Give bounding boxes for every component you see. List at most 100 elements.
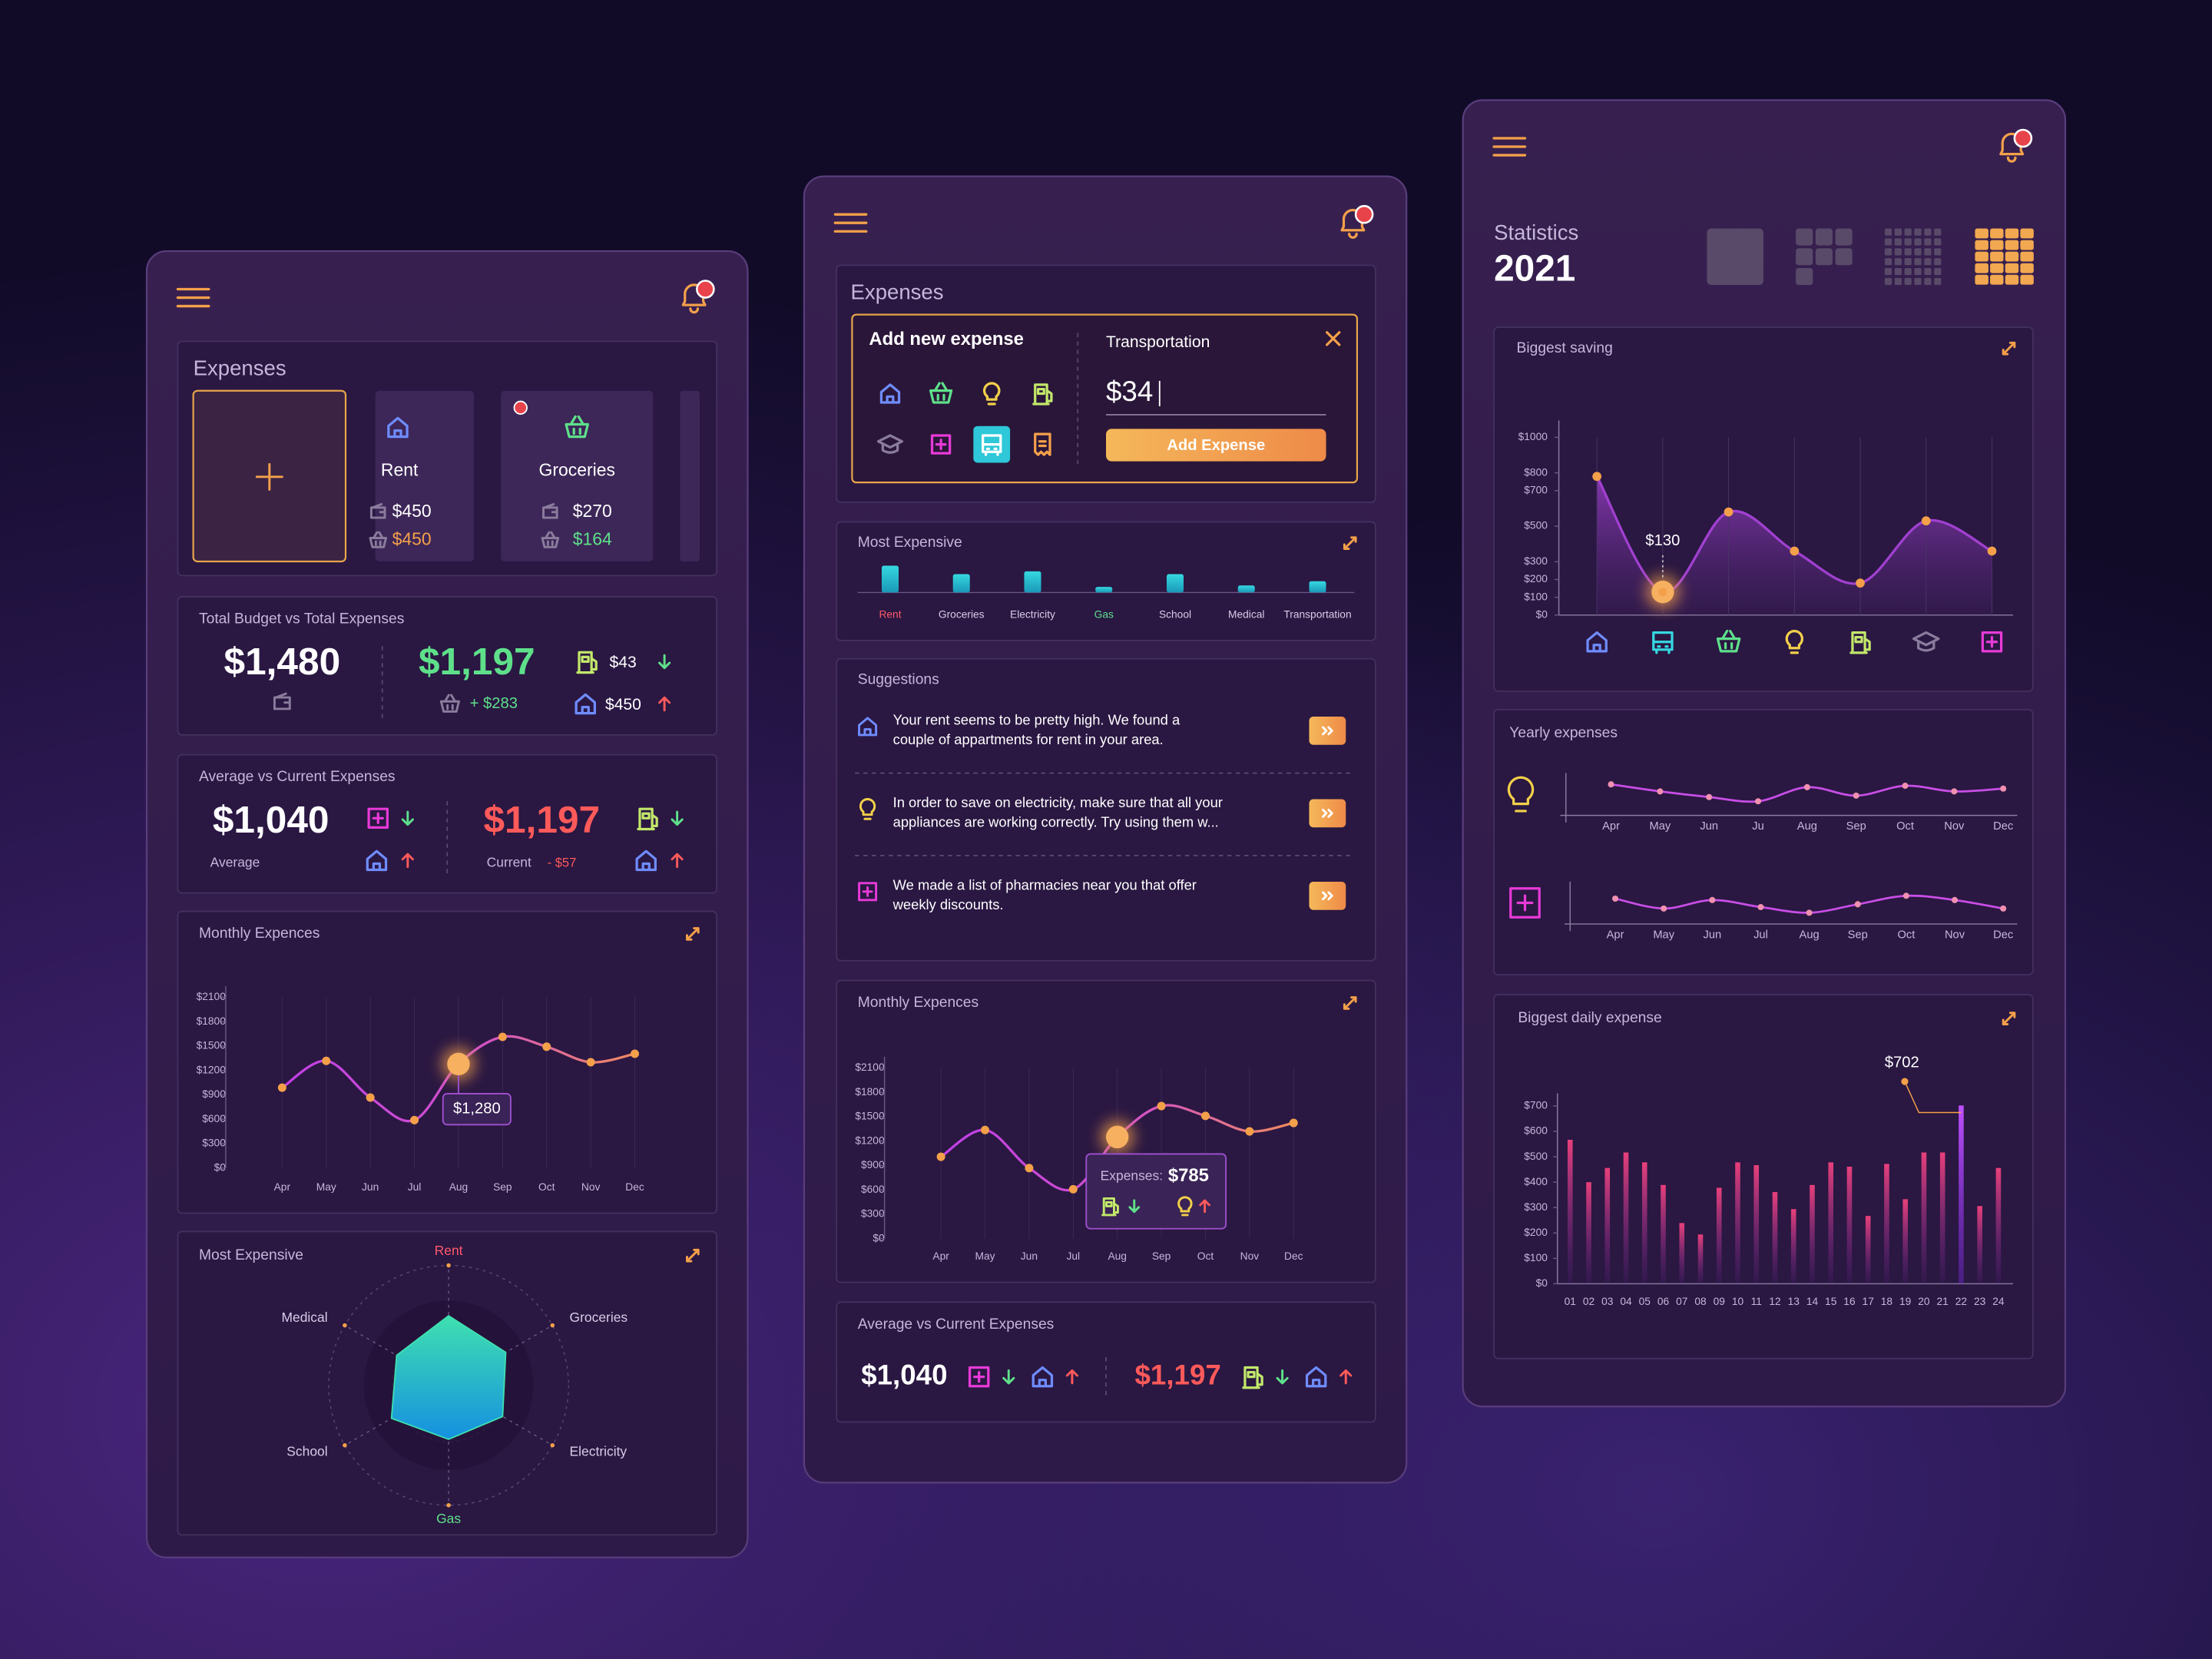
data-point — [1200, 1111, 1210, 1121]
expense-card[interactable] — [501, 390, 654, 562]
card — [836, 521, 1376, 641]
close-button[interactable] — [1326, 331, 1341, 346]
total-expenses: $1,197 — [419, 640, 535, 683]
view-cell — [2020, 251, 2034, 262]
category-option[interactable] — [982, 382, 1001, 406]
view-cell — [1904, 228, 1912, 236]
view-option[interactable] — [1707, 228, 1763, 286]
bar — [1828, 1162, 1834, 1284]
bar — [1921, 1152, 1927, 1284]
data-point — [1902, 892, 1909, 899]
y-tick-label: $900 — [202, 1088, 226, 1100]
y-tick-label: $1800 — [855, 1086, 885, 1098]
up-icon — [658, 696, 671, 712]
add-expense-button[interactable] — [1106, 429, 1326, 462]
bulb-icon — [859, 798, 876, 820]
bar — [1790, 1209, 1796, 1284]
menu-button[interactable] — [176, 287, 210, 308]
view-cell — [1924, 228, 1932, 236]
card — [177, 596, 717, 736]
data-point — [277, 1083, 286, 1092]
view-option-selected[interactable] — [1975, 228, 2034, 285]
data-point — [1790, 546, 1800, 556]
up-icon — [1199, 1199, 1210, 1214]
data-point — [366, 1093, 375, 1102]
expand-button[interactable] — [2002, 1012, 2016, 1025]
panels: Expenses Rent $450 $450 Groceries $270 $164 Tot… — [145, 99, 2067, 1558]
data-point — [1661, 905, 1667, 912]
item-amount: $43 — [609, 654, 636, 671]
expand-button[interactable] — [2002, 341, 2016, 356]
menu-button[interactable] — [833, 213, 868, 233]
wallet-icon — [369, 502, 386, 519]
view-option[interactable] — [1884, 228, 1942, 286]
view-cell — [1904, 238, 1912, 246]
category-option[interactable] — [929, 382, 953, 404]
expand-button[interactable] — [1343, 536, 1357, 550]
x-tick-label: Aug — [1797, 820, 1817, 833]
current-amount: $1,197 — [1135, 1359, 1221, 1390]
expand-button[interactable] — [1343, 996, 1357, 1010]
radar-spoke — [448, 1385, 553, 1446]
view-cell — [1815, 248, 1833, 266]
x-tick-label: 13 — [1788, 1296, 1800, 1307]
view-cell — [1924, 267, 1932, 276]
axis-label: Medical — [282, 1310, 328, 1325]
card — [1493, 326, 2034, 692]
data-point — [322, 1056, 331, 1065]
y-tick-label: $200 — [1524, 573, 1548, 584]
view-option[interactable] — [1796, 228, 1853, 286]
x-tick-label: 24 — [1992, 1296, 2005, 1307]
gas-icon — [637, 807, 658, 831]
view-cell — [1934, 228, 1942, 236]
category-option[interactable] — [930, 434, 952, 455]
y-tick-label: $0 — [873, 1232, 885, 1243]
data-point — [980, 1125, 990, 1134]
radar-spoke — [344, 1324, 449, 1386]
category-icon — [1849, 631, 1871, 654]
bar — [1959, 1105, 1964, 1284]
medical-icon — [858, 882, 878, 902]
up-icon — [1339, 1369, 1353, 1385]
x-tick-label: Ju — [1752, 820, 1764, 833]
y-tick-label: $900 — [861, 1159, 885, 1171]
category-option[interactable] — [879, 383, 901, 404]
category-icon — [1716, 629, 1741, 653]
section-title: Monthly Expences — [858, 995, 979, 1011]
data-point — [1245, 1127, 1254, 1136]
medical-icon — [367, 807, 389, 830]
x-tick-label: 08 — [1694, 1296, 1707, 1307]
expand-button[interactable] — [686, 927, 700, 941]
bar — [1024, 571, 1041, 593]
suggestion-text: appliances are working correctly. Try us… — [893, 814, 1219, 830]
wallet-icon — [273, 692, 291, 710]
medical-icon — [968, 1366, 990, 1388]
section-title: Suggestions — [858, 671, 939, 687]
data-point — [1806, 909, 1813, 916]
expand-button[interactable] — [686, 1248, 700, 1263]
card — [177, 753, 717, 894]
view-cell — [1894, 267, 1902, 276]
category-option[interactable] — [1032, 383, 1053, 406]
y-tick-label: $100 — [1524, 1252, 1548, 1263]
data-point — [1853, 792, 1859, 799]
view-cell — [1894, 248, 1902, 256]
data-point — [1612, 895, 1619, 902]
view-cell — [2020, 274, 2034, 285]
card-name: Groceries — [539, 460, 615, 480]
x-tick-label: 07 — [1676, 1296, 1687, 1307]
highlight-point — [1106, 1125, 1129, 1149]
average-amount: $1,040 — [861, 1359, 947, 1390]
x-tick-label: May — [1653, 929, 1674, 942]
view-cell — [1835, 228, 1853, 246]
bar — [1884, 1164, 1889, 1284]
category-option[interactable] — [982, 434, 1002, 456]
category-option[interactable] — [876, 434, 904, 454]
view-cell — [1884, 238, 1892, 246]
category-option[interactable] — [1034, 432, 1051, 456]
y-tick-label: $600 — [202, 1113, 226, 1124]
y-tick-label: $200 — [1524, 1227, 1548, 1238]
basket-icon — [541, 531, 560, 548]
view-cell — [1796, 228, 1813, 246]
menu-button[interactable] — [1492, 137, 1527, 157]
